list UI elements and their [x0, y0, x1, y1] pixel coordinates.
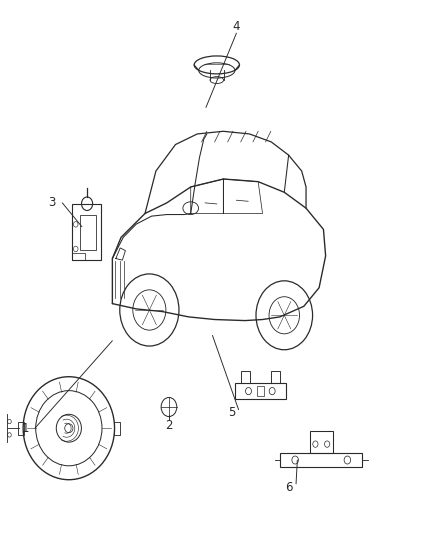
- Bar: [241, 370, 250, 383]
- Text: 6: 6: [285, 481, 293, 494]
- Bar: [271, 370, 279, 383]
- Bar: [235, 383, 286, 399]
- Bar: [113, 422, 120, 435]
- Bar: [72, 253, 85, 260]
- Bar: [257, 386, 264, 396]
- Bar: [72, 204, 101, 260]
- Bar: [280, 453, 362, 467]
- Text: 4: 4: [233, 20, 240, 34]
- Text: 5: 5: [228, 406, 236, 419]
- Bar: [310, 431, 333, 453]
- Bar: [18, 422, 24, 435]
- Text: 3: 3: [48, 196, 55, 209]
- Text: 2: 2: [165, 419, 173, 432]
- Text: 1: 1: [21, 422, 29, 435]
- Bar: [80, 215, 96, 251]
